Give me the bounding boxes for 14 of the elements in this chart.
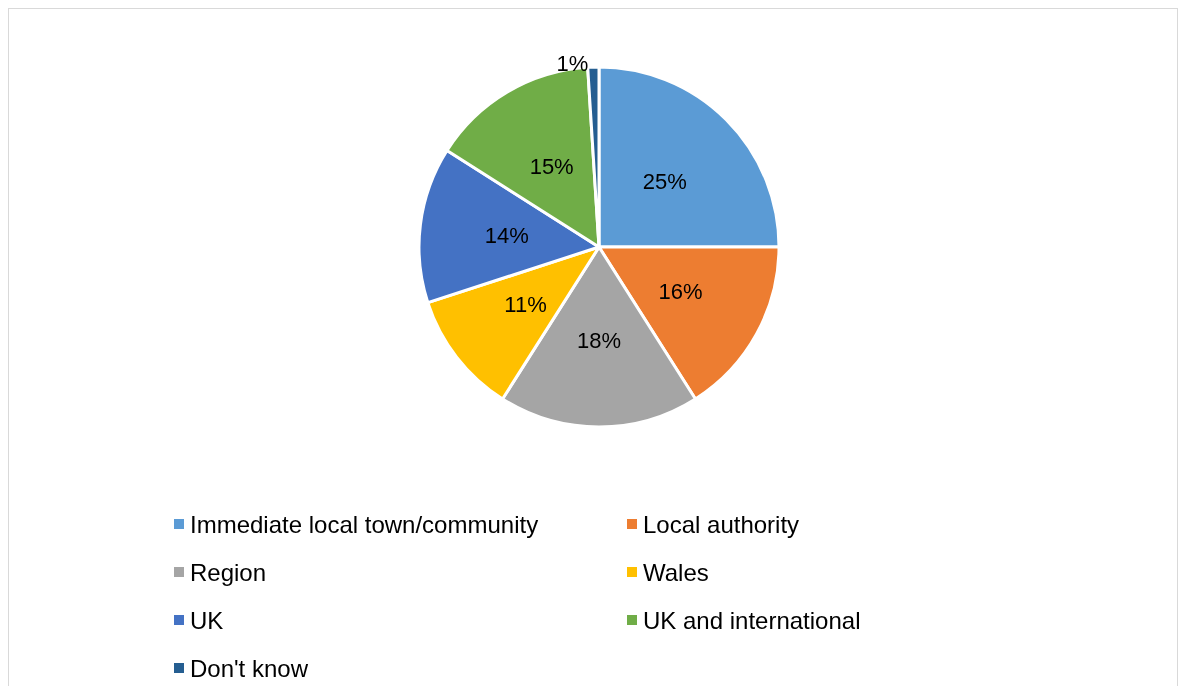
- legend-label: Wales: [643, 558, 709, 586]
- data-label: 25%: [642, 168, 687, 194]
- data-label: 18%: [576, 327, 622, 353]
- data-label: 16%: [658, 279, 703, 305]
- legend-label: Immediate local town/community: [190, 510, 539, 538]
- legend-label: Region: [190, 558, 267, 586]
- data-label: 1%: [556, 50, 589, 76]
- data-label: 14%: [484, 222, 529, 248]
- legend-label: UK and international: [643, 606, 861, 634]
- data-label: 15%: [529, 154, 574, 180]
- data-label: 11%: [504, 291, 547, 317]
- legend-label: Local authority: [643, 510, 800, 538]
- legend-label: UK: [190, 606, 224, 634]
- legend-label: Don't know: [190, 654, 309, 682]
